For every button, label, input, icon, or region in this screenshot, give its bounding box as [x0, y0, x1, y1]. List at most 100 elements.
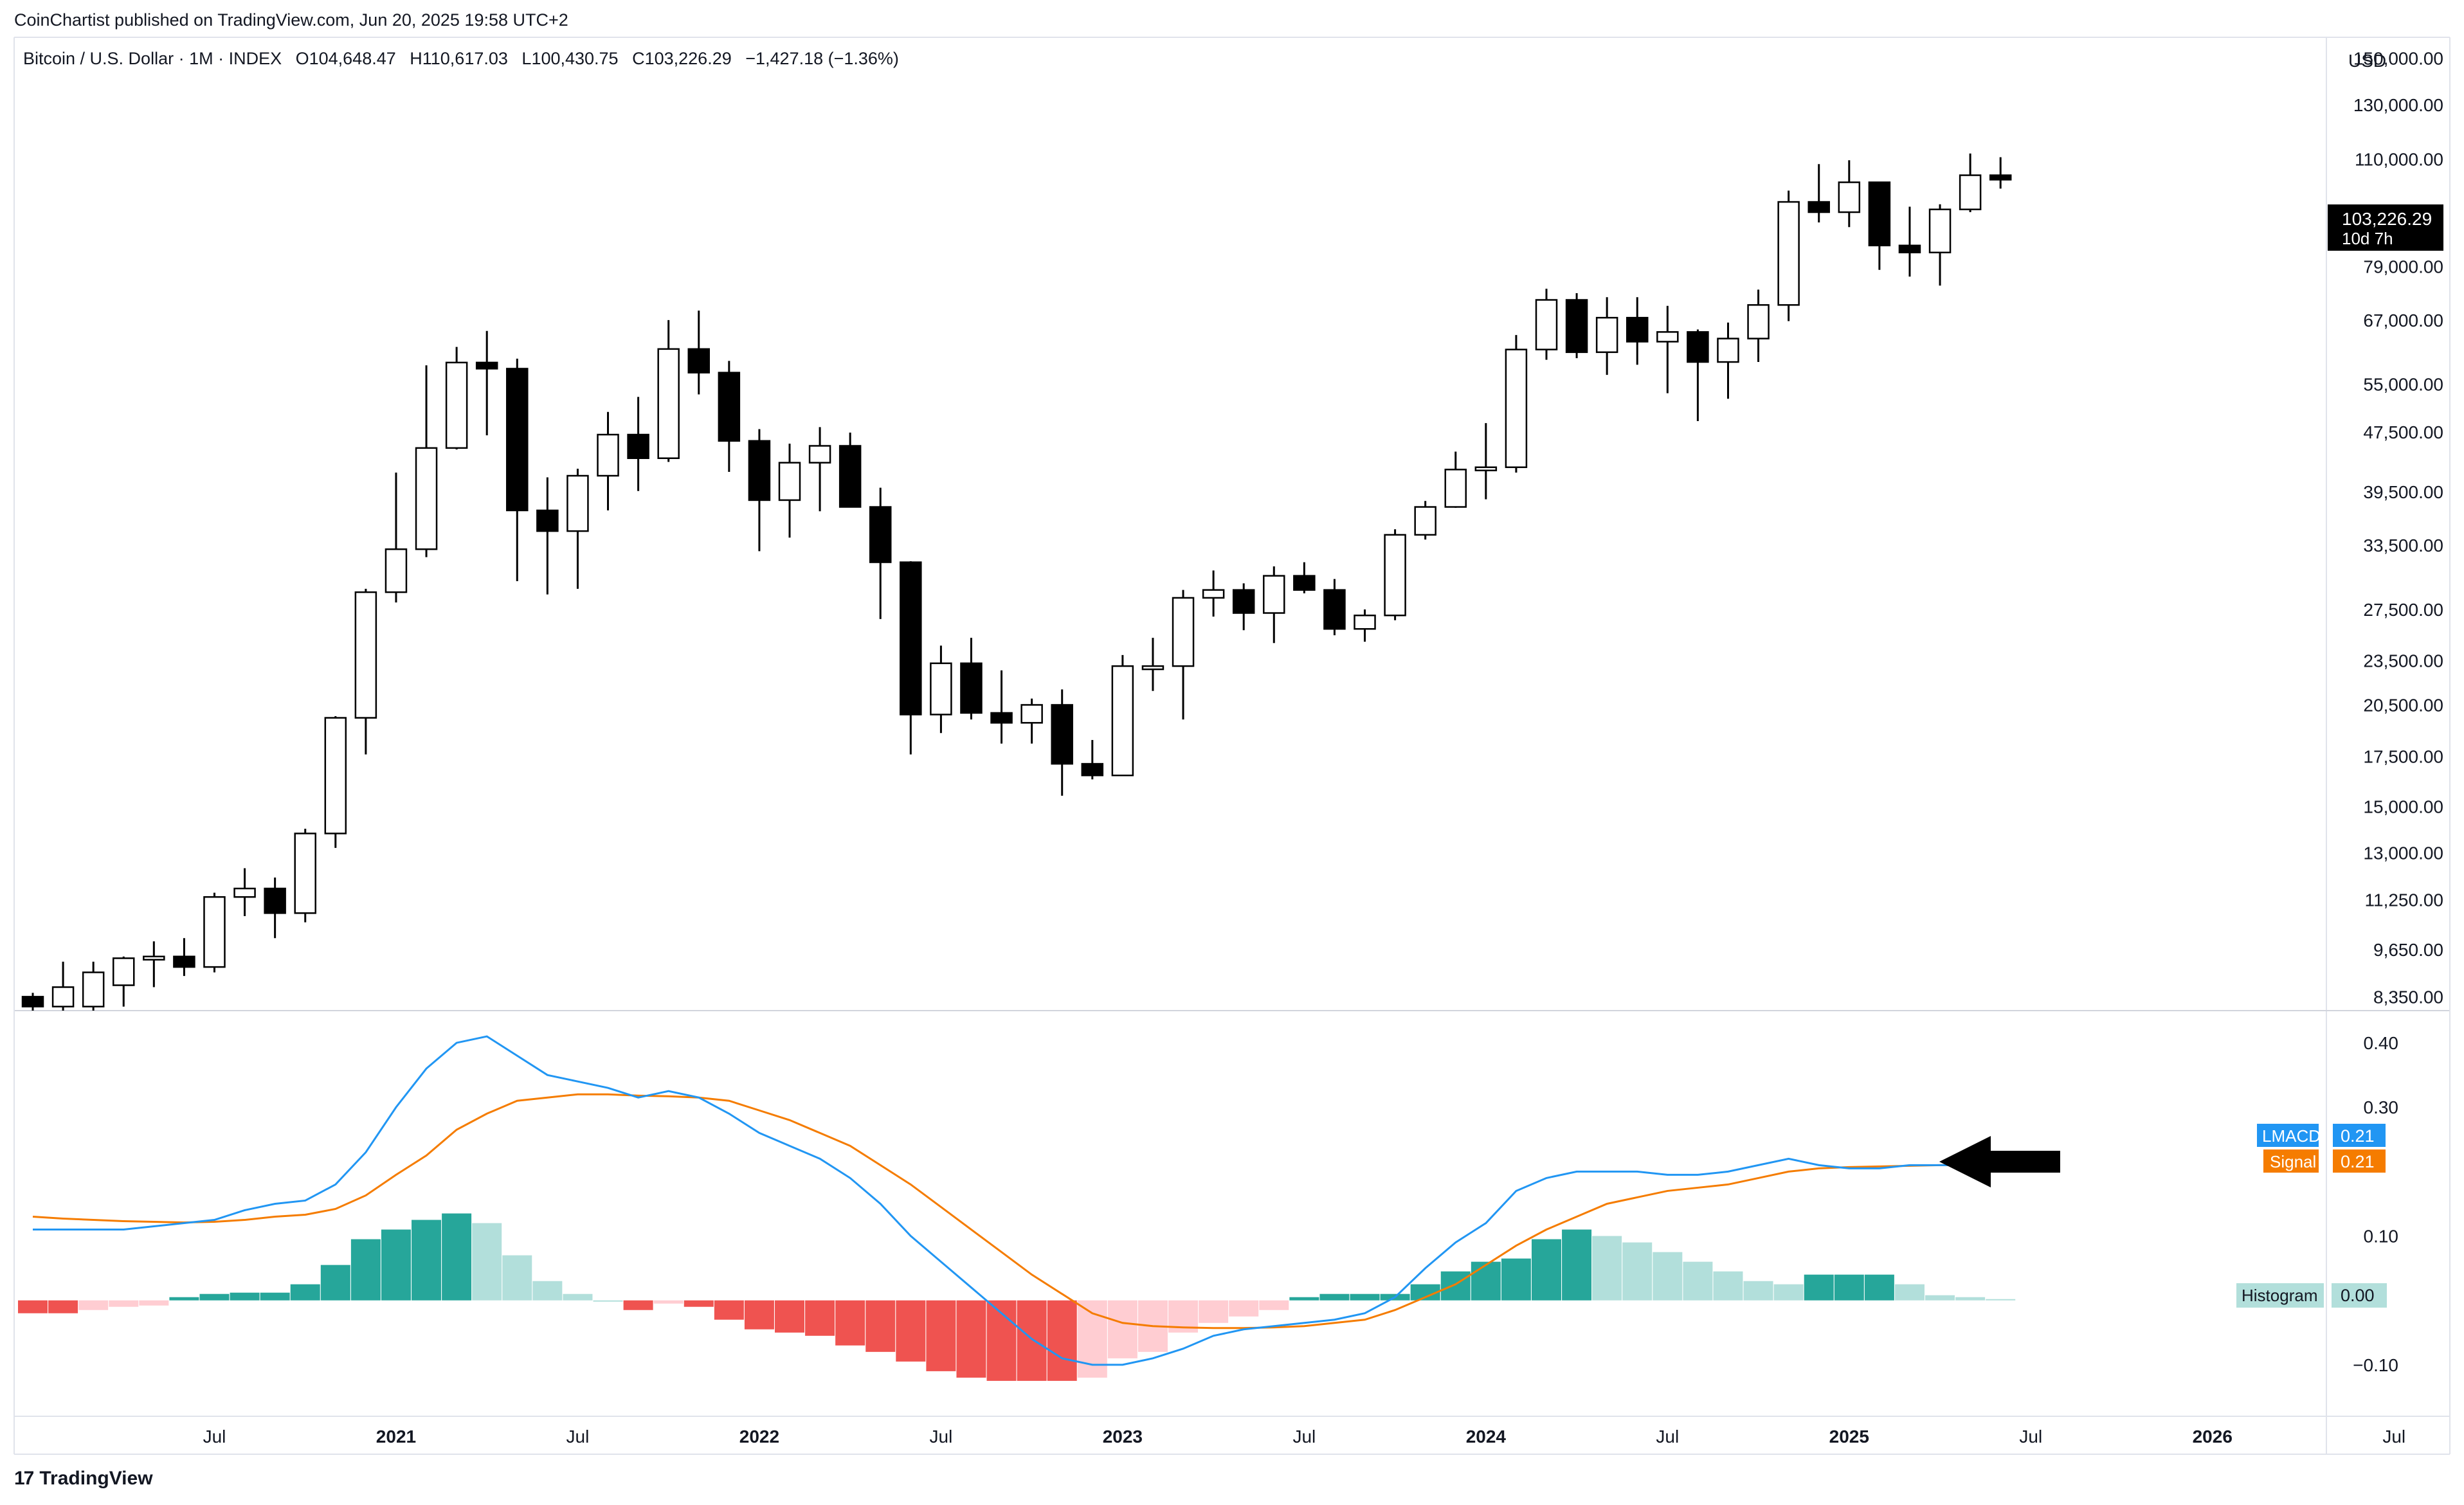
candle-body-down	[838, 445, 862, 508]
candle	[506, 358, 529, 582]
candle-body-up	[445, 361, 468, 449]
candle	[1202, 570, 1225, 617]
price-tick-label: 39,500.00	[2363, 482, 2443, 502]
candle-body-down	[21, 996, 44, 1007]
price-tick-label: 79,000.00	[2363, 257, 2443, 277]
histogram-bar	[1834, 1274, 1864, 1301]
histogram-bar	[1289, 1297, 1319, 1301]
histogram-value-bg	[2332, 1283, 2387, 1308]
time-tick-year: 2024	[1466, 1427, 1507, 1446]
currency-label[interactable]: USD	[2348, 51, 2386, 71]
candle-body-down	[506, 368, 529, 512]
candle	[112, 956, 135, 1007]
candle	[808, 427, 831, 512]
candle-body-down	[990, 712, 1013, 724]
time-tick-month: Jul	[1292, 1427, 1316, 1446]
candle-body-down	[1898, 244, 1921, 254]
candle-body-up	[1535, 299, 1558, 350]
time-tick-year: 2026	[2193, 1427, 2233, 1446]
candle-body-up	[1414, 506, 1436, 536]
price-tick-label: 55,000.00	[2363, 375, 2443, 395]
candle-body-down	[718, 372, 741, 442]
candle	[748, 429, 771, 552]
open-value: O104,648.47	[295, 49, 396, 68]
histogram-bar	[442, 1213, 472, 1301]
signal-label-badge: Signal 0.21	[2263, 1149, 2386, 1173]
price-tick-label: 110,000.00	[2355, 149, 2443, 169]
signal-label: Signal	[2270, 1152, 2316, 1171]
histogram-bar	[1773, 1284, 1804, 1301]
candle-body-up	[1505, 348, 1528, 469]
candle	[990, 670, 1013, 744]
candle	[627, 397, 649, 491]
signal-value: 0.21	[2341, 1152, 2375, 1171]
signal-value-bg	[2333, 1149, 2386, 1173]
price-tick-label: 67,000.00	[2363, 311, 2443, 330]
histogram-bar	[1047, 1300, 1077, 1381]
histogram-bar	[1925, 1295, 1955, 1301]
candle-body-down	[1051, 704, 1073, 765]
candle	[475, 330, 498, 436]
candle-body-down	[1232, 589, 1255, 614]
histogram-bar	[1229, 1300, 1259, 1317]
candle	[1444, 451, 1467, 508]
macd-axis-ticks: 0.40 0.30 0.10 −0.10	[2353, 1033, 2398, 1375]
candle	[657, 320, 680, 462]
candle	[930, 645, 952, 734]
candle	[1687, 329, 1709, 422]
candle	[203, 892, 226, 973]
candle	[536, 477, 559, 595]
candle	[778, 444, 801, 538]
candle	[1959, 153, 1982, 213]
histogram-bar	[684, 1300, 714, 1307]
price-tick-label: 130,000.00	[2353, 95, 2443, 115]
candle-body-down	[173, 955, 195, 968]
candle	[1020, 698, 1043, 744]
histogram-bar	[1804, 1274, 1834, 1301]
candle-body-up	[808, 445, 831, 464]
candle-body-down	[536, 509, 559, 532]
histogram-bar	[381, 1229, 411, 1301]
candle-body-up	[566, 474, 589, 532]
candle-body-up	[1474, 466, 1498, 472]
macd-tick-label: 0.30	[2364, 1097, 2399, 1117]
candle	[1051, 689, 1073, 796]
candle	[354, 588, 377, 755]
arrow-head	[1939, 1136, 1991, 1187]
histogram-bar	[320, 1265, 350, 1301]
candle	[1323, 579, 1346, 636]
histogram-bar	[412, 1220, 442, 1301]
candle	[1928, 204, 1952, 286]
candle-body-up	[324, 717, 347, 834]
macd-tick-label: 0.40	[2364, 1033, 2399, 1053]
candle-body-up	[930, 662, 952, 716]
candle	[21, 993, 44, 1011]
candle-body-down	[1081, 762, 1104, 777]
macd-lines	[32, 1035, 1971, 1366]
histogram-bar	[775, 1300, 804, 1333]
candle	[1474, 423, 1498, 500]
histogram-bar	[1622, 1242, 1653, 1301]
brand-name: TradingView	[39, 1468, 153, 1489]
symbol-name[interactable]: Bitcoin / U.S. Dollar · 1M · INDEX	[23, 49, 282, 68]
candle-body-up	[1928, 208, 1952, 254]
histogram-bar	[502, 1255, 532, 1301]
candle-body-up	[1717, 338, 1739, 363]
candle	[1081, 740, 1104, 780]
histogram-bar	[593, 1300, 623, 1302]
histogram-bar	[169, 1297, 199, 1301]
price-tick-label: 11,250.00	[2365, 890, 2444, 910]
countdown-value: 10d 7h	[2342, 229, 2393, 248]
time-tick-month: Jul	[203, 1427, 226, 1446]
candle-body-up	[1020, 704, 1043, 724]
footer-brand[interactable]: 17 TradingView	[14, 1468, 153, 1490]
candle	[566, 469, 589, 589]
publisher-line: CoinChartist published on TradingView.co…	[14, 10, 568, 30]
time-tick-month: Jul	[2019, 1427, 2042, 1446]
tradingview-logo-icon: 17	[14, 1468, 34, 1489]
lmacd-value-bg	[2333, 1124, 2386, 1147]
candle-body-down	[869, 506, 892, 563]
histogram-bar	[1713, 1271, 1743, 1301]
histogram-bar	[260, 1292, 290, 1301]
histogram-bar	[199, 1293, 230, 1301]
